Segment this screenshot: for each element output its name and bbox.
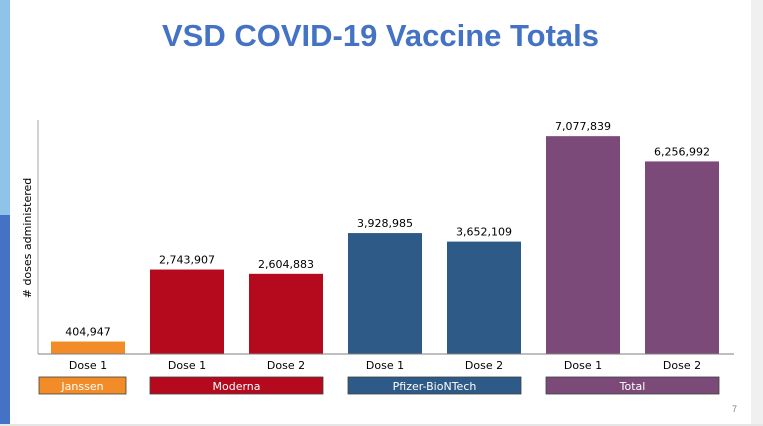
group-band-1 [38,376,127,395]
x-tick-label-1: Dose 1 [69,359,107,372]
value-label-2: 2,743,907 [159,254,215,267]
value-label-6: 7,077,839 [555,120,611,133]
group-band-2 [149,376,324,395]
value-label-3: 2,604,883 [258,258,314,271]
x-tick-label-7: Dose 2 [663,359,701,372]
value-label-4: 3,928,985 [357,217,413,230]
slide-accent-bar-light [0,0,10,215]
x-tick-label-3: Dose 2 [267,359,305,372]
x-tick-label-6: Dose 1 [564,359,602,372]
value-label-1: 404,947 [65,326,111,339]
group-bands-layer: Janssen Moderna Pfizer-BioNTech Total [38,376,720,395]
bar-6 [546,136,620,354]
bar-2 [150,269,224,354]
y-axis-label: # doses administered [21,178,34,299]
slide-right-border [751,0,763,426]
value-label-5: 3,652,109 [456,226,512,239]
bar-4 [348,233,422,354]
group-label-3: Pfizer-BioNTech [393,380,477,393]
bar-5 [447,241,521,354]
group-band-3 [347,376,522,395]
chart-title: VSD COVID-19 Vaccine Totals [161,18,600,53]
bar-1 [51,341,125,354]
value-label-7: 6,256,992 [654,145,710,158]
slide-accent-bar-dark [0,215,10,426]
x-tick-label-2: Dose 1 [168,359,206,372]
group-label-4: Total [619,380,646,393]
slide-bottom-border [0,424,763,426]
bar-3 [249,273,323,354]
group-label-1: Janssen [60,380,103,393]
group-label-2: Moderna [212,380,260,393]
x-tick-label-5: Dose 2 [465,359,503,372]
x-tick-label-4: Dose 1 [366,359,404,372]
bar-7 [645,161,719,354]
bars-layer: 404,947 Dose 1 2,743,907 Dose 1 2,604,883 Dos… [51,120,719,372]
page-number: 7 [732,404,738,414]
group-band-4 [545,376,720,395]
